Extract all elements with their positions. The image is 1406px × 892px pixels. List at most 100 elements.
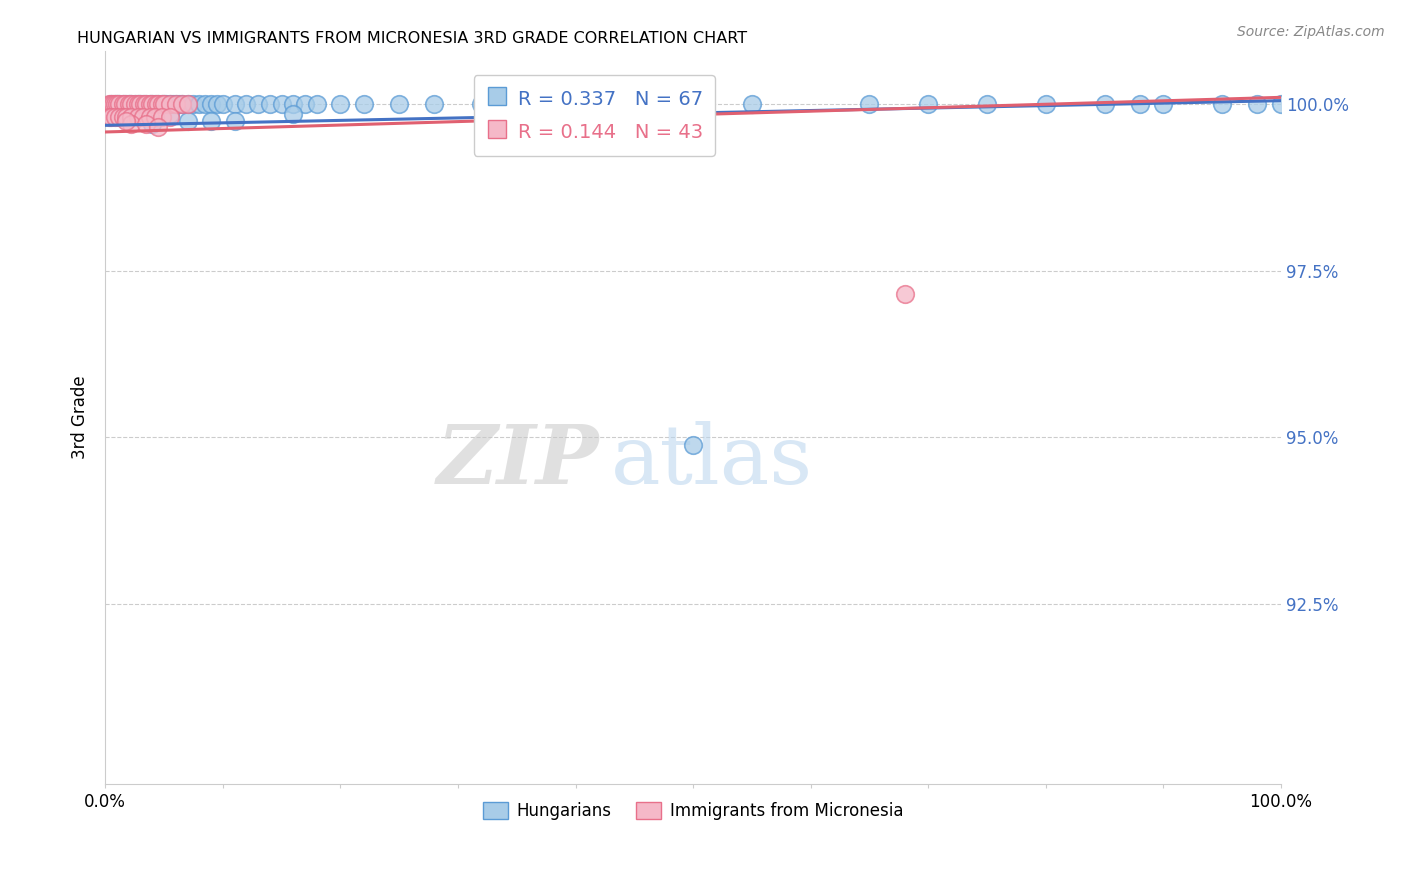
Point xyxy=(129,97,152,112)
Point xyxy=(893,287,915,301)
Point xyxy=(146,97,169,112)
Point xyxy=(127,111,149,125)
Point xyxy=(129,97,152,112)
Point xyxy=(114,97,136,112)
Point xyxy=(183,97,205,112)
Point xyxy=(111,111,134,125)
Point xyxy=(118,97,141,112)
Text: atlas: atlas xyxy=(610,421,813,501)
Point xyxy=(135,97,157,112)
Point xyxy=(162,97,184,112)
Point xyxy=(145,97,167,112)
Point xyxy=(423,97,446,112)
Point xyxy=(858,97,880,112)
Point xyxy=(976,97,998,112)
Point xyxy=(165,97,187,112)
Point xyxy=(132,97,155,112)
Point xyxy=(470,97,492,112)
Point xyxy=(564,97,586,112)
Point xyxy=(159,97,181,112)
Point xyxy=(127,97,149,112)
Point xyxy=(247,97,270,112)
Point xyxy=(682,97,704,112)
Point xyxy=(143,97,166,112)
Point xyxy=(111,97,134,112)
Point xyxy=(100,97,122,112)
Point xyxy=(108,111,131,125)
Point xyxy=(105,97,128,112)
Point xyxy=(153,97,176,112)
Point xyxy=(200,113,222,128)
Point xyxy=(115,113,138,128)
Point xyxy=(104,111,127,125)
Point xyxy=(111,97,134,112)
Point xyxy=(108,97,131,112)
Y-axis label: 3rd Grade: 3rd Grade xyxy=(72,376,89,459)
Point xyxy=(176,97,198,112)
Point xyxy=(135,117,157,131)
Point xyxy=(97,111,120,125)
Point xyxy=(170,97,193,112)
Point xyxy=(1035,97,1057,112)
Point xyxy=(146,120,169,135)
Point xyxy=(682,438,704,452)
Point xyxy=(741,97,763,112)
Point xyxy=(305,97,328,112)
Point xyxy=(224,113,246,128)
Point xyxy=(132,97,155,112)
Point xyxy=(150,97,173,112)
Point xyxy=(97,97,120,112)
Point xyxy=(143,111,166,125)
Point xyxy=(224,97,246,112)
Point xyxy=(159,97,181,112)
Text: Source: ZipAtlas.com: Source: ZipAtlas.com xyxy=(1237,25,1385,39)
Point xyxy=(118,97,141,112)
Point xyxy=(169,97,191,112)
Point xyxy=(146,97,169,112)
Point xyxy=(150,97,173,112)
Point xyxy=(139,111,162,125)
Legend: Hungarians, Immigrants from Micronesia: Hungarians, Immigrants from Micronesia xyxy=(477,795,910,827)
Point xyxy=(104,97,127,112)
Point xyxy=(188,97,211,112)
Point xyxy=(1152,97,1174,112)
Point xyxy=(150,111,173,125)
Point xyxy=(283,97,305,112)
Point xyxy=(141,97,163,112)
Point xyxy=(283,107,305,121)
Point xyxy=(1211,97,1233,112)
Point xyxy=(120,117,142,131)
Point xyxy=(159,107,181,121)
Point xyxy=(159,111,181,125)
Point xyxy=(165,97,187,112)
Point xyxy=(155,97,177,112)
Point xyxy=(139,97,162,112)
Point xyxy=(141,117,163,131)
Point xyxy=(1270,97,1292,112)
Point xyxy=(100,97,122,112)
Point xyxy=(115,111,138,125)
Point xyxy=(259,97,281,112)
Point xyxy=(1129,97,1152,112)
Point xyxy=(120,111,142,125)
Point xyxy=(176,97,198,112)
Point xyxy=(1094,97,1116,112)
Point xyxy=(100,111,122,125)
Point xyxy=(170,97,193,112)
Point xyxy=(139,97,162,112)
Point xyxy=(194,97,217,112)
Point xyxy=(388,97,411,112)
Point xyxy=(294,97,316,112)
Point xyxy=(235,97,257,112)
Point xyxy=(104,97,127,112)
Point xyxy=(329,97,352,112)
Text: HUNGARIAN VS IMMIGRANTS FROM MICRONESIA 3RD GRADE CORRELATION CHART: HUNGARIAN VS IMMIGRANTS FROM MICRONESIA … xyxy=(77,31,748,46)
Point xyxy=(200,97,222,112)
Point xyxy=(211,97,233,112)
Point xyxy=(132,111,155,125)
Point xyxy=(141,97,163,112)
Point xyxy=(108,97,131,112)
Point xyxy=(623,97,645,112)
Text: ZIP: ZIP xyxy=(436,421,599,501)
Point xyxy=(105,97,128,112)
